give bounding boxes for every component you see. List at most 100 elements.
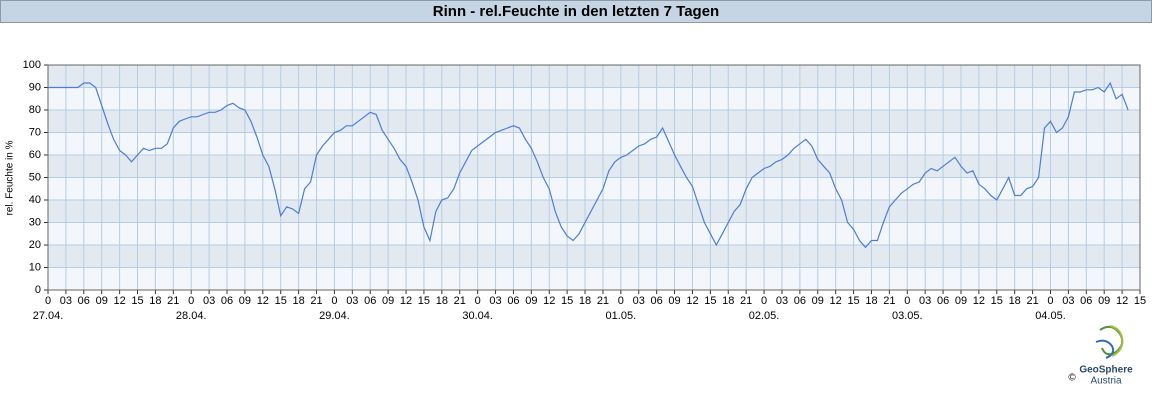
x-tick-label: 18 — [865, 295, 877, 307]
grid-band — [48, 177, 1140, 200]
grid-band — [48, 132, 1140, 155]
x-tick-label: 09 — [525, 295, 537, 307]
logo-name: GeoSphere — [1079, 365, 1133, 376]
grid-band — [48, 245, 1140, 268]
x-tick-label: 15 — [704, 295, 716, 307]
y-tick-label: 0 — [35, 284, 41, 296]
x-tick-label: 18 — [1009, 295, 1021, 307]
x-tick-label: 09 — [239, 295, 251, 307]
x-tick-label: 06 — [78, 295, 90, 307]
x-tick-label: 09 — [1098, 295, 1110, 307]
y-axis-label: rel. Feuchte in % — [5, 140, 16, 215]
grid-band — [48, 110, 1140, 133]
copyright: © — [1068, 373, 1076, 384]
x-tick-label: 0 — [475, 295, 481, 307]
y-tick-label: 30 — [29, 216, 41, 228]
x-tick-label: 0 — [761, 295, 767, 307]
x-tick-label: 0 — [904, 295, 910, 307]
x-tick-label: 21 — [883, 295, 895, 307]
line — [48, 81, 1129, 249]
y-tick-label: 100 — [23, 59, 41, 71]
x-tick-label: 09 — [96, 295, 108, 307]
x-tick-label: 15 — [418, 295, 430, 307]
y-tick-label: 10 — [29, 261, 41, 273]
x-date-label: 27.04. — [33, 310, 64, 322]
x-tick-label: 21 — [454, 295, 466, 307]
x-tick-label: 21 — [310, 295, 322, 307]
x-tick-label: 09 — [382, 295, 394, 307]
x-date-label: 02.05. — [749, 310, 780, 322]
x-tick-label: 03 — [60, 295, 72, 307]
x-tick-label: 09 — [955, 295, 967, 307]
x-tick-label: 12 — [257, 295, 269, 307]
x-tick-label: 0 — [1047, 295, 1053, 307]
x-tick-label: 15 — [847, 295, 859, 307]
x-tick-label: 18 — [149, 295, 161, 307]
x-tick-label: 03 — [633, 295, 645, 307]
x-tick-label: 21 — [597, 295, 609, 307]
x-tick-label: 21 — [740, 295, 752, 307]
x-date-label: 01.05. — [606, 310, 637, 322]
x-tick-label: 0 — [188, 295, 194, 307]
x-tick-label: 12 — [1116, 295, 1128, 307]
grid-band — [48, 155, 1140, 178]
x-tick-label: 18 — [722, 295, 734, 307]
x-tick-label: 03 — [919, 295, 931, 307]
x-tick-label: 15 — [561, 295, 573, 307]
logo-sub: Austria — [1090, 376, 1122, 387]
x-tick-label: 06 — [651, 295, 663, 307]
x-date-label: 29.04. — [319, 310, 350, 322]
y-tick-label: 90 — [29, 81, 41, 93]
x-tick-label: 09 — [812, 295, 824, 307]
x-tick-label: 03 — [203, 295, 215, 307]
x-tick-label: 03 — [489, 295, 501, 307]
grid-band — [48, 200, 1140, 223]
x-tick-label: 12 — [113, 295, 125, 307]
grid-band — [48, 87, 1140, 110]
chart-title: Rinn - rel.Feuchte in den letzten 7 Tage… — [433, 3, 719, 20]
x-tick-label: 15 — [131, 295, 143, 307]
x-tick-label: 21 — [167, 295, 179, 307]
x-tick-label: 18 — [579, 295, 591, 307]
grid-band — [48, 65, 1140, 88]
x-date-label: 04.05. — [1035, 310, 1066, 322]
x-tick-label: 15 — [1134, 295, 1146, 307]
x-tick-label: 06 — [221, 295, 233, 307]
x-tick-label: 18 — [436, 295, 448, 307]
grid-band — [48, 267, 1140, 290]
x-date-label: 03.05. — [892, 310, 923, 322]
x-tick-label: 06 — [794, 295, 806, 307]
x-tick-label: 06 — [937, 295, 949, 307]
x-tick-label: 03 — [1062, 295, 1074, 307]
x-tick-label: 12 — [973, 295, 985, 307]
x-tick-label: 06 — [364, 295, 376, 307]
x-tick-label: 03 — [346, 295, 358, 307]
plot-frame — [47, 64, 1141, 291]
x-tick-label: 0 — [618, 295, 624, 307]
y-tick-label: 40 — [29, 194, 41, 206]
grid-band — [48, 222, 1140, 245]
x-tick-label: 06 — [507, 295, 519, 307]
x-tick-label: 18 — [292, 295, 304, 307]
y-tick-label: 50 — [29, 171, 41, 183]
x-tick-label: 12 — [830, 295, 842, 307]
x-tick-label: 0 — [331, 295, 337, 307]
x-tick-label: 03 — [776, 295, 788, 307]
x-tick-label: 06 — [1080, 295, 1092, 307]
x-date-label: 28.04. — [176, 310, 207, 322]
x-tick-label: 0 — [45, 295, 51, 307]
y-tick-label: 60 — [29, 149, 41, 161]
x-tick-label: 12 — [543, 295, 555, 307]
x-date-label: 30.04. — [462, 310, 493, 322]
y-tick-label: 70 — [29, 126, 41, 138]
x-tick-label: 09 — [668, 295, 680, 307]
x-tick-label: 15 — [991, 295, 1003, 307]
logo: GeoSphere Austria © — [1068, 325, 1133, 387]
x-tick-label: 12 — [686, 295, 698, 307]
y-tick-label: 20 — [29, 239, 41, 251]
x-tick-label: 15 — [275, 295, 287, 307]
y-tick-label: 80 — [29, 104, 41, 116]
